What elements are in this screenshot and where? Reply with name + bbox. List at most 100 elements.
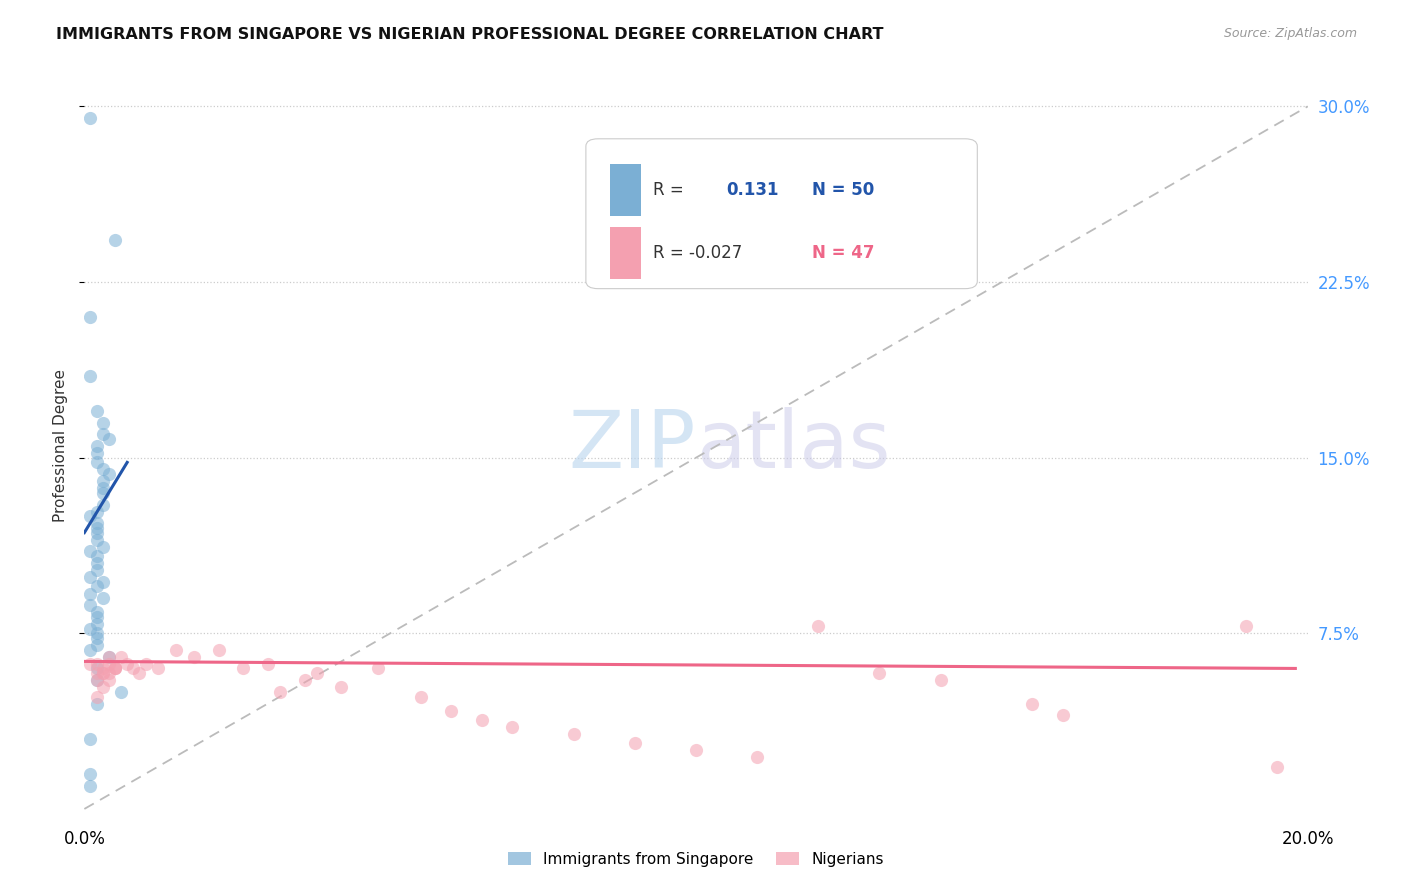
Point: [86, 549, 108, 563]
Point: [91, 427, 114, 442]
Point: [91, 498, 114, 512]
Point: [86, 638, 108, 652]
Point: [471, 713, 494, 727]
Point: [1021, 697, 1043, 711]
Point: [79, 112, 101, 126]
Point: [929, 673, 952, 688]
Point: [232, 661, 254, 675]
Point: [86, 673, 108, 688]
Point: [86, 563, 108, 577]
Point: [86, 439, 108, 453]
Text: 0.131: 0.131: [727, 181, 779, 199]
Point: [1265, 760, 1288, 774]
Point: [110, 649, 132, 664]
Text: R = -0.027: R = -0.027: [654, 244, 742, 262]
Point: [257, 657, 280, 671]
Point: [1236, 619, 1258, 633]
Point: [97, 467, 120, 482]
FancyBboxPatch shape: [586, 139, 977, 289]
Point: [91, 540, 114, 554]
Point: [294, 673, 316, 688]
Point: [104, 661, 127, 675]
Point: [91, 462, 114, 476]
Point: [104, 661, 127, 675]
Point: [269, 685, 291, 699]
Point: [86, 617, 108, 632]
Point: [86, 673, 108, 688]
Point: [79, 310, 101, 325]
Text: atlas: atlas: [696, 407, 890, 485]
Point: [79, 368, 101, 383]
Point: [79, 509, 101, 524]
Point: [502, 720, 524, 734]
Point: [79, 767, 101, 781]
Point: [79, 586, 101, 600]
Point: [165, 642, 187, 657]
Point: [128, 666, 150, 681]
Point: [86, 446, 108, 460]
Point: [79, 622, 101, 636]
Point: [685, 743, 707, 757]
Point: [367, 661, 389, 675]
Point: [86, 605, 108, 619]
Point: [91, 474, 114, 488]
FancyBboxPatch shape: [610, 227, 641, 279]
Point: [86, 661, 108, 675]
Point: [91, 680, 114, 694]
Point: [86, 657, 108, 671]
Y-axis label: Professional Degree: Professional Degree: [53, 369, 69, 523]
Point: [409, 690, 432, 704]
Point: [91, 416, 114, 430]
Point: [79, 544, 101, 558]
Point: [86, 505, 108, 519]
Point: [91, 485, 114, 500]
Point: [115, 657, 138, 671]
Point: [104, 233, 127, 247]
Point: [869, 666, 891, 681]
Point: [86, 580, 108, 594]
Text: N = 50: N = 50: [813, 181, 875, 199]
Point: [86, 556, 108, 570]
Point: [97, 432, 120, 446]
Point: [79, 599, 101, 613]
Point: [440, 704, 463, 718]
Point: [110, 685, 132, 699]
Point: [562, 727, 585, 741]
Text: ZIP: ZIP: [568, 407, 696, 485]
Text: Source: ZipAtlas.com: Source: ZipAtlas.com: [1223, 27, 1357, 40]
Point: [86, 404, 108, 418]
Point: [97, 649, 120, 664]
Point: [86, 455, 108, 469]
Point: [86, 610, 108, 624]
Point: [135, 657, 157, 671]
Point: [97, 666, 120, 681]
Point: [86, 533, 108, 547]
Point: [104, 661, 127, 675]
Point: [91, 481, 114, 495]
Point: [91, 666, 114, 681]
Point: [86, 525, 108, 540]
Point: [79, 642, 101, 657]
Point: [86, 690, 108, 704]
Point: [624, 736, 647, 750]
Text: R =: R =: [654, 181, 683, 199]
Point: [86, 666, 108, 681]
Point: [79, 731, 101, 746]
Point: [91, 666, 114, 681]
Point: [91, 574, 114, 589]
Point: [122, 661, 145, 675]
Point: [86, 521, 108, 535]
Point: [747, 750, 769, 764]
Text: N = 47: N = 47: [813, 244, 875, 262]
Point: [208, 642, 231, 657]
Point: [79, 657, 101, 671]
Text: IMMIGRANTS FROM SINGAPORE VS NIGERIAN PROFESSIONAL DEGREE CORRELATION CHART: IMMIGRANTS FROM SINGAPORE VS NIGERIAN PR…: [56, 27, 884, 42]
Point: [807, 619, 830, 633]
Point: [86, 626, 108, 640]
Point: [91, 591, 114, 606]
Point: [305, 666, 328, 681]
Point: [86, 697, 108, 711]
Point: [97, 657, 120, 671]
Point: [86, 516, 108, 531]
Point: [86, 631, 108, 645]
